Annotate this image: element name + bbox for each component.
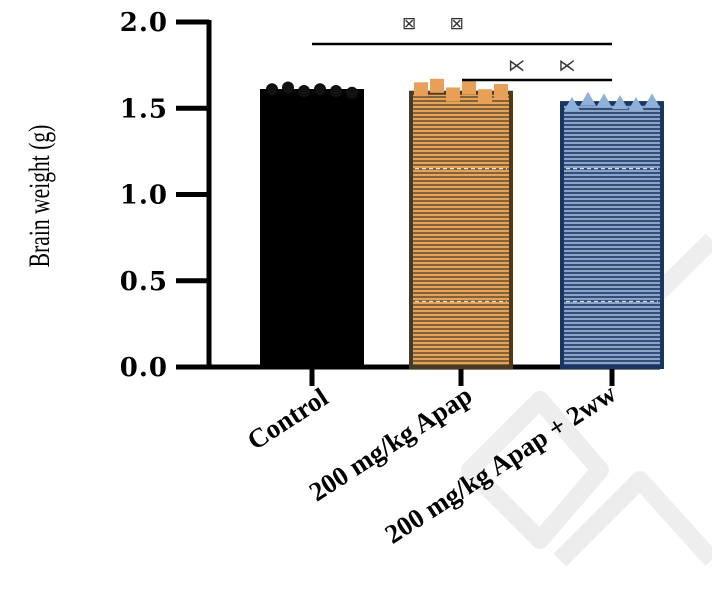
y-tick-label: 0.5	[120, 267, 168, 297]
data-point	[298, 85, 310, 97]
data-point	[564, 96, 580, 111]
data-point	[314, 83, 326, 96]
data-point	[596, 93, 612, 108]
bar-2	[409, 90, 513, 369]
bar-1	[260, 89, 364, 369]
bars	[260, 89, 664, 369]
data-point	[446, 87, 460, 102]
data-point	[414, 82, 428, 97]
data-point	[494, 84, 508, 98]
y-tick-label: 1.5	[120, 94, 168, 124]
y-tick-label: 0.0	[120, 353, 168, 383]
data-point	[580, 91, 596, 106]
y-tick-label: 2.0	[120, 8, 168, 38]
data-point	[462, 80, 476, 95]
data-point	[644, 93, 660, 108]
y-axis-label: Brain weight (g)	[23, 125, 56, 268]
data-point	[430, 78, 444, 93]
y-ticks: 0.0 0.5 1.0 1.5 2.0	[120, 8, 209, 383]
significance-label-bottom: ⋉ ⋉	[508, 56, 589, 76]
significance-brackets	[312, 42, 612, 82]
data-points	[266, 78, 660, 111]
data-point	[628, 96, 644, 111]
data-point	[282, 81, 294, 94]
data-point	[346, 86, 358, 99]
data-point	[478, 89, 492, 104]
y-tick-label: 1.0	[120, 181, 168, 211]
significance-label-top: ⊠ ⊠	[402, 14, 478, 34]
data-point	[330, 85, 342, 97]
x-tick-label: Control	[242, 382, 334, 456]
data-point	[612, 95, 628, 110]
data-point	[266, 83, 278, 96]
bar-3	[560, 101, 664, 369]
